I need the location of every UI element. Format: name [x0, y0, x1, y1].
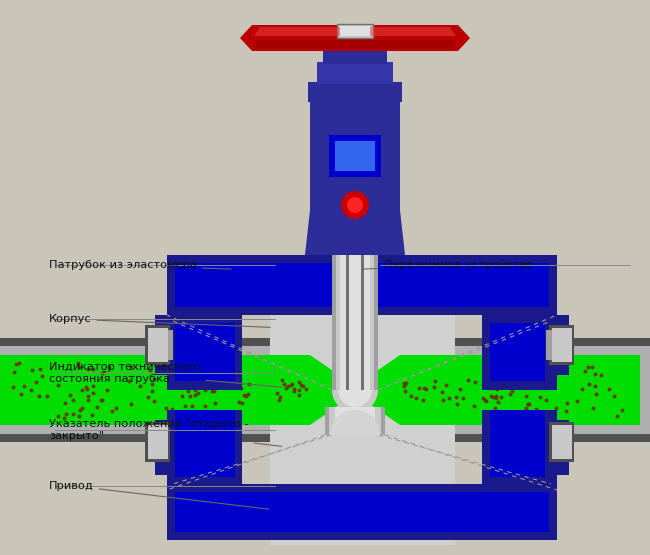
Bar	[490, 323, 545, 381]
Bar	[175, 410, 235, 477]
Bar	[317, 62, 393, 84]
Bar	[544, 315, 569, 375]
Bar	[549, 325, 574, 365]
Polygon shape	[254, 40, 456, 49]
Text: Привод: Привод	[49, 481, 269, 509]
Bar	[329, 407, 381, 435]
Bar	[544, 420, 569, 475]
Bar	[155, 315, 180, 375]
Bar	[552, 425, 572, 459]
Bar	[346, 255, 349, 390]
Bar	[549, 422, 574, 462]
Bar	[0, 434, 310, 442]
Bar	[155, 330, 173, 360]
Circle shape	[347, 197, 363, 213]
Polygon shape	[240, 25, 470, 51]
Bar	[400, 434, 650, 442]
Bar	[167, 315, 242, 390]
Bar	[145, 325, 170, 365]
Polygon shape	[254, 27, 456, 36]
Bar	[482, 410, 557, 485]
Bar	[332, 255, 378, 390]
Bar	[552, 328, 572, 362]
Bar	[335, 407, 375, 435]
Bar	[145, 422, 170, 462]
Bar	[0, 338, 310, 442]
Bar	[490, 410, 545, 477]
Bar	[400, 338, 650, 346]
Bar	[175, 323, 235, 381]
Bar	[323, 48, 387, 64]
Bar	[270, 255, 455, 400]
Bar	[167, 410, 242, 485]
Polygon shape	[325, 405, 385, 435]
Polygon shape	[332, 390, 378, 413]
Bar	[546, 330, 564, 360]
Bar	[335, 141, 375, 171]
Polygon shape	[0, 355, 355, 425]
Text: Корпус: Корпус	[49, 314, 270, 327]
Bar	[340, 255, 370, 390]
Bar	[361, 255, 364, 390]
Bar	[175, 263, 549, 307]
Text: Индикатор технического
состояния патрубка: Индикатор технического состояния патрубк…	[49, 362, 282, 387]
Polygon shape	[305, 210, 405, 255]
Bar	[0, 338, 310, 346]
Bar	[270, 400, 455, 545]
Bar	[175, 492, 549, 532]
Bar	[333, 36, 377, 50]
Bar	[329, 135, 381, 177]
Circle shape	[341, 191, 369, 219]
Bar	[310, 100, 400, 210]
Text: Указатель положения "открыто -
закрыто": Указатель положения "открыто - закрыто"	[49, 420, 282, 446]
Polygon shape	[355, 355, 640, 425]
Bar	[400, 338, 650, 442]
Bar	[340, 26, 370, 36]
Bar	[167, 255, 557, 315]
Bar	[148, 328, 168, 362]
Bar	[155, 420, 180, 475]
Text: Пережимное устройство: Пережимное устройство	[363, 260, 532, 270]
Bar	[148, 425, 168, 459]
Polygon shape	[330, 410, 380, 435]
Polygon shape	[330, 410, 380, 435]
Bar	[325, 407, 385, 435]
Bar	[337, 24, 373, 38]
Bar	[336, 255, 374, 390]
Bar	[482, 315, 557, 390]
Bar	[167, 484, 557, 540]
Bar	[308, 82, 402, 102]
Polygon shape	[338, 390, 372, 407]
Text: Патрубок из эластомера: Патрубок из эластомера	[49, 260, 231, 270]
